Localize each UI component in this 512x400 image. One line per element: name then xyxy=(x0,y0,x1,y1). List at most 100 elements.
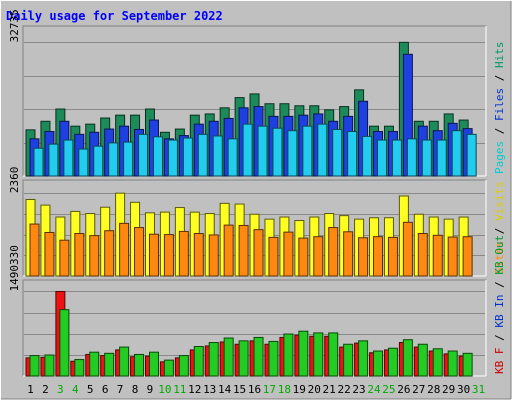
legend-entry: Hits xyxy=(493,42,506,69)
bar-traffic-kb-out-day-9 xyxy=(148,351,159,377)
x-tick-label: 6 xyxy=(102,383,109,396)
bar-traffic-kb-out-day-29 xyxy=(447,350,458,377)
x-tick-label: 22 xyxy=(337,383,350,396)
bar-hits-pages-day-20 xyxy=(317,123,328,177)
bar-visits-sites-day-2 xyxy=(44,231,55,277)
bar-traffic-kb-out-day-13 xyxy=(208,342,219,377)
bar-traffic-kb-out-day-11 xyxy=(178,355,189,377)
legend-entry: KB Out xyxy=(493,235,506,275)
bar-hits-pages-day-8 xyxy=(138,133,149,177)
legend-entry: KB F xyxy=(493,348,506,375)
legend-entry: KB In xyxy=(493,295,506,328)
legend-traffic: KB F / KB In / KB Out xyxy=(493,235,506,374)
bar-traffic-kb-out-day-18 xyxy=(283,333,294,377)
bar-hits-pages-day-1 xyxy=(33,147,44,177)
bar-traffic-kb-out-day-10 xyxy=(163,359,174,377)
bar-visits-sites-day-28 xyxy=(432,234,443,277)
bar-visits-sites-day-20 xyxy=(313,236,324,277)
chart-title: Daily usage for September 2022 xyxy=(6,9,223,23)
bar-hits-pages-day-25 xyxy=(391,139,402,177)
bar-visits-sites-day-25 xyxy=(387,236,398,277)
bar-visits-sites-day-23 xyxy=(358,237,369,277)
legend-entry: / xyxy=(493,221,506,241)
x-tick-label: 5 xyxy=(87,383,94,396)
bar-hits-pages-day-28 xyxy=(436,139,447,177)
x-tick-label: 27 xyxy=(412,383,425,396)
panel-max-label: 2360 xyxy=(8,167,21,194)
bar-visits-sites-day-5 xyxy=(89,235,100,277)
bar-visits-sites-day-24 xyxy=(373,236,384,277)
bar-visits-sites-day-3 xyxy=(59,239,70,277)
bar-hits-pages-day-5 xyxy=(93,145,104,177)
x-tick-label: 15 xyxy=(233,383,246,396)
x-tick-label: 10 xyxy=(158,383,171,396)
bar-visits-sites-day-26 xyxy=(402,221,413,277)
bar-traffic-kb-out-day-25 xyxy=(387,347,398,377)
bar-traffic-kb-out-day-17 xyxy=(268,340,279,377)
legend-visits: Sites / Visits xyxy=(493,181,506,274)
x-tick-label: 28 xyxy=(427,383,440,396)
bar-visits-sites-day-17 xyxy=(268,236,279,277)
bar-traffic-kb-out-day-16 xyxy=(253,336,264,377)
bar-visits-sites-day-12 xyxy=(193,233,204,277)
bar-hits-pages-day-6 xyxy=(108,142,119,177)
bar-traffic-kb-out-day-2 xyxy=(44,354,55,377)
bar-traffic-kb-out-day-30 xyxy=(462,352,473,377)
x-tick-label: 13 xyxy=(203,383,216,396)
bar-visits-sites-day-11 xyxy=(178,230,189,277)
panel-max-label: 32735 xyxy=(8,9,21,42)
bar-visits-sites-day-13 xyxy=(208,234,219,277)
legend-entry: / xyxy=(493,275,506,295)
x-axis-labels: 1 2 3 4 5 6 7 8 9 10 11 12 13 14 15 16 17 18 19 20 21 22 23 24 2… xyxy=(27,383,485,396)
x-tick-label: 12 xyxy=(188,383,201,396)
bar-hits-pages-day-4 xyxy=(78,148,89,177)
bar-visits-sites-day-9 xyxy=(148,233,159,277)
chart-panels: 32735 Pages / Files / Hits 2360 Sites / Vis… xyxy=(8,9,506,377)
bar-traffic-kb-out-day-26 xyxy=(402,339,413,377)
x-tick-label: 31 xyxy=(472,383,485,396)
x-tick-label: 30 xyxy=(457,383,470,396)
bar-visits-sites-day-30 xyxy=(462,236,473,277)
bar-hits-pages-day-18 xyxy=(287,130,298,177)
bar-visits-sites-day-29 xyxy=(447,236,458,277)
x-tick-label: 7 xyxy=(117,383,124,396)
x-tick-label: 23 xyxy=(352,383,365,396)
bar-hits-pages-day-19 xyxy=(302,125,313,177)
bar-hits-pages-day-10 xyxy=(167,139,178,177)
x-tick-label: 25 xyxy=(382,383,395,396)
x-tick-label: 11 xyxy=(173,383,186,396)
bar-hits-pages-day-29 xyxy=(451,130,462,177)
bar-visits-sites-day-7 xyxy=(119,222,130,277)
bar-traffic-kb-out-day-20 xyxy=(313,332,324,377)
x-tick-label: 8 xyxy=(132,383,139,396)
bar-hits-pages-day-21 xyxy=(332,128,343,177)
bar-visits-sites-day-4 xyxy=(74,233,85,277)
bar-hits-pages-day-24 xyxy=(377,139,388,177)
bar-visits-sites-day-14 xyxy=(223,224,234,277)
x-tick-label: 14 xyxy=(218,383,232,396)
panel-max-label: 1490330 xyxy=(8,245,21,291)
bar-traffic-kb-out-day-1 xyxy=(29,355,40,377)
bar-hits-pages-day-23 xyxy=(362,135,373,177)
bar-traffic-kb-out-day-27 xyxy=(417,343,428,377)
x-tick-label: 17 xyxy=(263,383,276,396)
x-tick-label: 16 xyxy=(248,383,261,396)
bar-visits-sites-day-16 xyxy=(253,229,264,277)
bar-hits-pages-day-9 xyxy=(152,136,163,177)
bar-visits-sites-day-15 xyxy=(238,224,249,277)
bar-traffic-kb-out-day-15 xyxy=(238,340,249,377)
bar-hits-pages-day-22 xyxy=(347,130,358,177)
x-tick-label: 4 xyxy=(72,383,79,396)
legend-entry: / xyxy=(493,68,506,88)
x-tick-label: 9 xyxy=(147,383,154,396)
bar-traffic-kb-out-day-6 xyxy=(104,352,115,377)
bar-traffic-kb-out-day-12 xyxy=(193,346,204,377)
x-tick-label: 24 xyxy=(367,383,381,396)
legend-entry: Pages xyxy=(493,141,506,174)
bar-hits-pages-day-13 xyxy=(212,135,223,177)
bar-traffic-kb-out-day-22 xyxy=(343,343,354,377)
bar-traffic-kb-out-day-7 xyxy=(119,346,130,377)
panel-hits: 32735 Pages / Files / Hits xyxy=(8,9,506,177)
bar-visits-sites-day-19 xyxy=(298,237,309,277)
x-tick-label: 2 xyxy=(42,383,49,396)
